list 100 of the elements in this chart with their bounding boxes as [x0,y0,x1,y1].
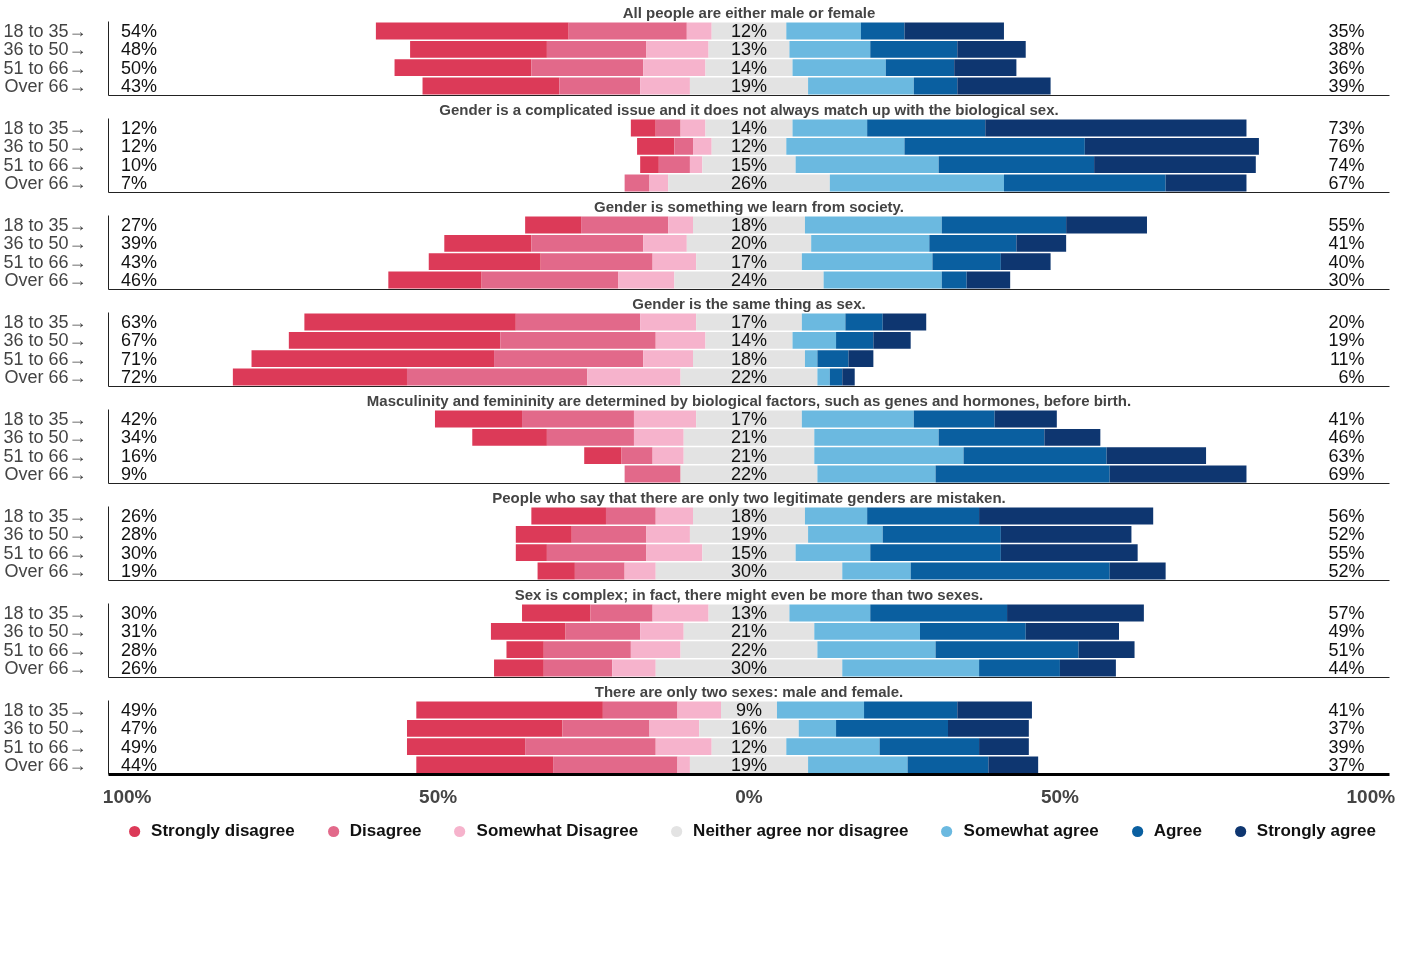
bar [652,604,709,622]
annotation: 30% [120,542,157,563]
data-label: 21% [730,621,768,642]
chart-title: There are only two sexes: male and female. [594,682,904,700]
bar [860,22,905,40]
annotation: 16% [120,445,157,466]
annotation: 41% [1328,700,1365,721]
bar [867,507,980,525]
bar [472,428,547,446]
y-tick-label: 18 to 35→ [3,409,87,430]
annotation: 71% [120,348,157,369]
bar [1059,659,1116,677]
chart-title: Sex is complex; in fact, there might even be more than two sexes. [514,585,984,603]
legend-label: Agree [1153,821,1202,841]
bar [531,507,606,525]
data-label: 18% [730,215,768,236]
y-tick-label: Over 66→ [4,657,87,678]
annotation: 47% [120,718,157,739]
chart-title: Gender is the same thing as sex. [632,294,866,312]
bar [630,119,656,137]
bar [1007,604,1144,622]
bar [677,756,690,774]
bar [1003,174,1166,192]
y-tick-label: 36 to 50→ [3,233,87,254]
annotation: 40% [1328,251,1365,272]
y-tick-label: 36 to 50→ [3,524,87,545]
annotation: 55% [1328,215,1365,236]
annotation: 43% [120,75,157,96]
bar [590,604,653,622]
legend-label: Strongly disagree [151,821,295,841]
bar [801,410,914,428]
data-label: 12% [730,136,768,157]
annotation: 26% [120,506,157,527]
bar [624,562,656,580]
annotation: 30% [1328,269,1365,290]
annotation: 46% [1328,427,1365,448]
y-tick-label: 36 to 50→ [3,621,87,642]
bar [522,604,591,622]
bar [867,119,986,137]
chart-title: Gender is something we learn from society. [594,197,904,215]
y-tick-label: 51 to 66→ [3,542,87,563]
annotation: 49% [1328,621,1365,642]
y-tick-label: Over 66→ [4,560,87,581]
bar [801,313,846,331]
annotation: 43% [120,251,157,272]
chart-title: People who say that there are only two legitimate genders are mistaken. [492,488,1006,506]
annotation: 63% [120,312,157,333]
bar [581,216,669,234]
x-tick-label: 100% [1346,785,1396,807]
bar [904,22,1004,40]
bar [1109,562,1166,580]
bar [416,701,603,719]
bar [808,77,914,95]
data-label: 18% [730,348,768,369]
bar [804,507,868,525]
legend-label: Neither agree nor disagree [693,821,909,841]
y-tick-label: 36 to 50→ [3,39,87,60]
data-label: 21% [730,427,768,448]
bar [842,368,855,386]
bar [910,562,1110,580]
data-label: 17% [730,251,768,272]
y-tick-label: 51 to 66→ [3,348,87,369]
bar [416,756,554,774]
bar [655,119,681,137]
bar [1066,216,1147,234]
y-tick-label: Over 66→ [4,754,87,775]
annotation: 44% [120,754,157,775]
annotation: 41% [1328,409,1365,430]
data-label: 24% [730,269,768,290]
annotation: 63% [1328,445,1365,466]
y-tick-label: 36 to 50→ [3,136,87,157]
bar [624,465,681,483]
data-label: 30% [730,560,768,581]
bar [481,271,619,289]
annotation: 72% [120,366,157,387]
data-label: 9% [735,700,763,721]
bar [1044,428,1101,446]
data-label: 22% [730,366,768,387]
annotation: 28% [120,524,157,545]
data-label: 18% [730,506,768,527]
y-tick-label: Over 66→ [4,75,87,96]
bar [808,756,908,774]
bar [515,313,641,331]
annotation: 67% [1328,172,1365,193]
data-label: 19% [730,524,768,545]
annotation: 39% [1328,736,1365,757]
annotation: 19% [1328,330,1365,351]
chart-title: Masculinity and femininity are determined by biological factors, such as genes and hormones, before birth. [366,391,1132,409]
data-label: 26% [730,172,768,193]
bar [1109,465,1247,483]
bar [817,465,936,483]
data-label: 12% [730,736,768,757]
data-label: 15% [730,154,768,175]
bar [649,174,669,192]
y-tick-label: 18 to 35→ [3,700,87,721]
y-tick-label: 18 to 35→ [3,21,87,42]
annotation: 39% [1328,75,1365,96]
bar [522,410,634,428]
bar [543,659,613,677]
bar [677,701,722,719]
